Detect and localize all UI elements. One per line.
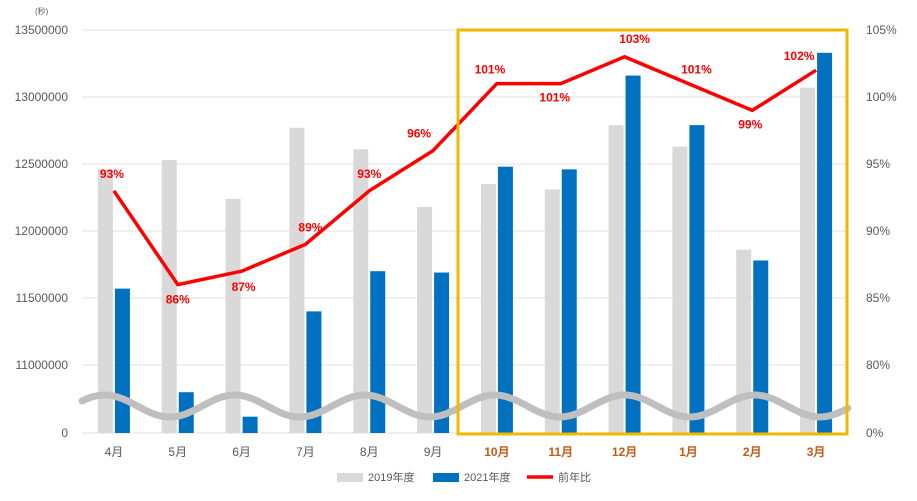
x-tick-label: 12月 (612, 445, 637, 459)
x-tick-label: 11月 (548, 445, 573, 459)
data-label-yoy: 96% (407, 127, 431, 141)
y-right-tick-label: 90% (866, 224, 890, 238)
y-unit-label: (秒) (35, 6, 49, 16)
bar-2021 (242, 416, 258, 433)
legend-label: 2019年度 (368, 470, 414, 484)
y-right-tick-label: 0% (866, 426, 884, 440)
data-label-yoy: 87% (232, 280, 256, 294)
bar-2021 (689, 125, 705, 433)
bar-2019 (161, 159, 177, 434)
legend: 2019年度 2021年度 前年比 (337, 470, 591, 484)
highlight-layer (456, 28, 849, 436)
bar-2019 (800, 87, 816, 434)
bar-2021 (561, 169, 577, 434)
bar-2019 (544, 189, 560, 433)
line-layer (112, 55, 818, 287)
bar-2021 (817, 52, 833, 433)
bar-2021 (306, 311, 322, 433)
x-tick-label: 9月 (424, 445, 443, 459)
x-tick-label: 7月 (296, 445, 315, 459)
bar-2019 (97, 169, 113, 434)
highlight-box (456, 28, 849, 436)
y-right-tick-label: 95% (866, 157, 890, 171)
y-left-tick-label: 11000000 (16, 358, 69, 372)
axis-break (78, 391, 852, 421)
data-label-yoy: 101% (475, 63, 506, 77)
y-left-tick-label: 12000000 (15, 224, 69, 238)
line-yoy (112, 55, 818, 287)
bar-2021 (753, 260, 769, 433)
data-label-yoy: 101% (539, 91, 570, 105)
bar-2021 (434, 272, 450, 433)
y-right-tick-label: 105% (866, 23, 897, 37)
data-label-yoy: 99% (738, 117, 762, 131)
y-right-tick-label: 80% (866, 358, 890, 372)
bar-layer (97, 52, 833, 434)
bar-2021 (625, 75, 641, 433)
bar-2021 (370, 271, 386, 433)
bar-2019 (417, 206, 433, 433)
x-tick-label: 2月 (743, 445, 762, 459)
y-left-tick-label: 13000000 (15, 90, 69, 104)
bar-2021 (497, 166, 513, 433)
x-tick-label: 10月 (484, 445, 509, 459)
data-label-yoy: 102% (784, 49, 815, 63)
bar-2019 (353, 149, 369, 433)
x-tick-label: 1月 (679, 445, 698, 459)
bar-2019 (480, 184, 496, 433)
bar-2019 (672, 146, 688, 433)
gridlines (82, 29, 848, 434)
x-tick-label: 4月 (105, 445, 124, 459)
x-tick-label: 8月 (360, 445, 379, 459)
legend-label: 前年比 (558, 470, 591, 484)
y-right-tick-label: 100% (866, 90, 897, 104)
y-left-tick-label: 11500000 (16, 291, 69, 305)
x-tick-label: 6月 (232, 445, 251, 459)
legend-swatch (337, 473, 363, 482)
legend-label: 2021年度 (464, 470, 510, 484)
y-left-tick-label: 12500000 (15, 157, 69, 171)
x-tick-label: 3月 (807, 445, 826, 459)
y-left-tick-label: 0 (61, 426, 68, 440)
axis-layer: 0 11000000 11500000 12000000 12500000 1300000… (15, 6, 897, 459)
data-label-yoy: 86% (166, 293, 190, 307)
data-labels: 93% 86% 87% 89% 93% 96% 101% 101% 103% 101% 99% 102… (100, 32, 815, 307)
axis-break-wave (78, 391, 852, 421)
bar-2019 (608, 125, 624, 433)
data-label-yoy: 89% (298, 220, 322, 234)
bar-2021 (114, 288, 130, 433)
x-tick-label: 5月 (168, 445, 187, 459)
bar-2019 (736, 249, 752, 433)
data-label-yoy: 103% (619, 32, 650, 46)
data-label-yoy: 101% (681, 63, 712, 77)
bar-2019 (289, 127, 305, 433)
bar-2019 (225, 198, 241, 433)
y-right-tick-label: 85% (866, 291, 890, 305)
data-label-yoy: 93% (357, 167, 381, 181)
data-label-yoy: 93% (100, 167, 124, 181)
y-left-tick-label: 13500000 (15, 23, 69, 37)
legend-swatch (433, 473, 459, 482)
